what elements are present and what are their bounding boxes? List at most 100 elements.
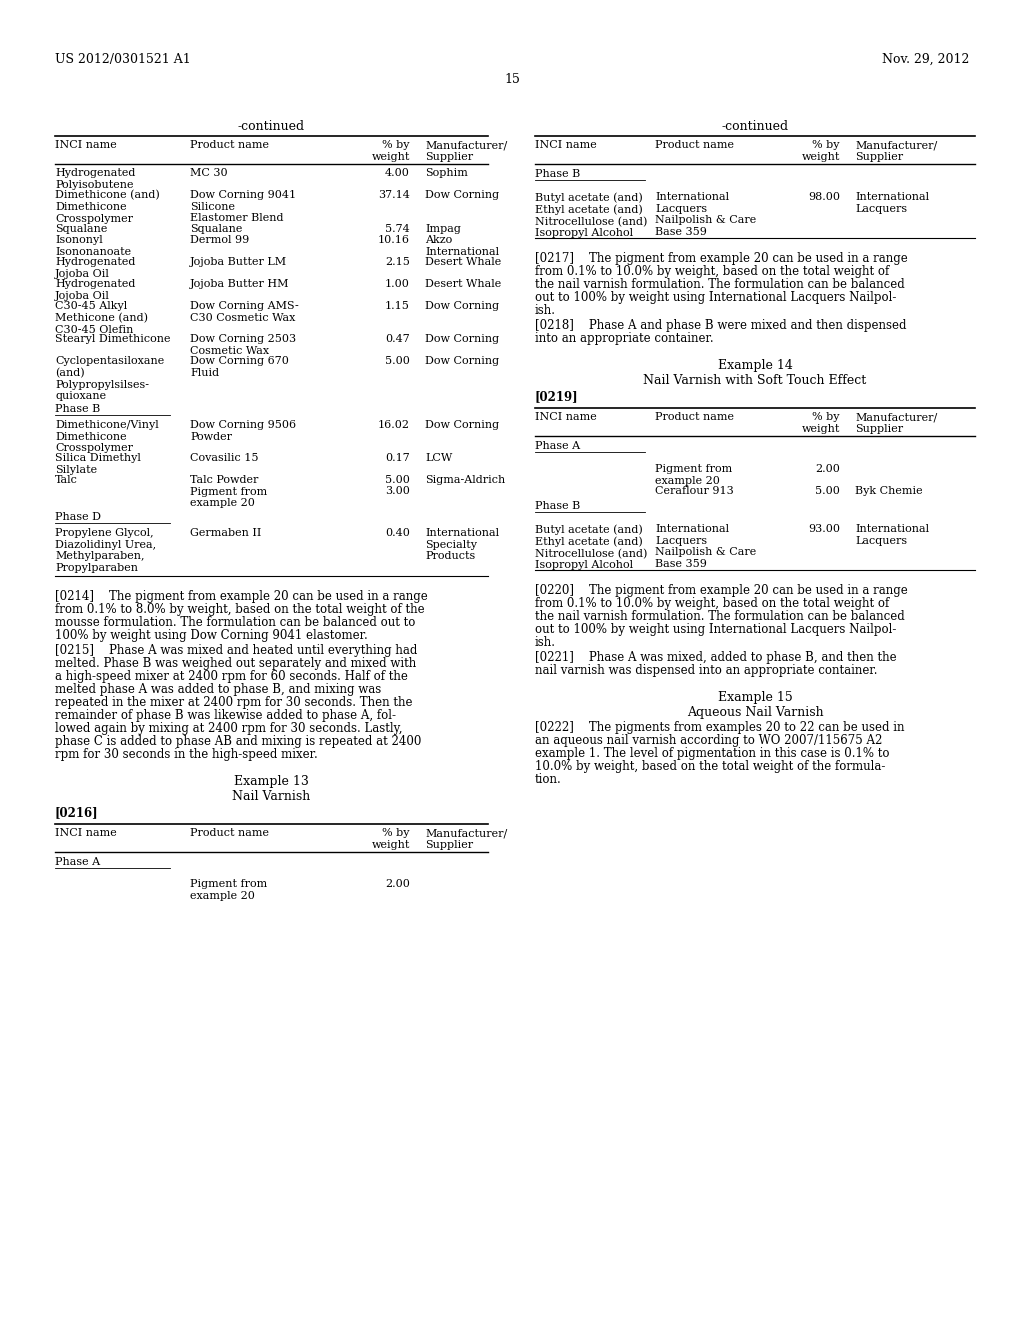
Text: Manufacturer/
Supplier: Manufacturer/ Supplier — [855, 140, 937, 161]
Text: 16.02: 16.02 — [378, 420, 410, 430]
Text: Silica Dimethyl
Silylate: Silica Dimethyl Silylate — [55, 453, 141, 475]
Text: Aqueous Nail Varnish: Aqueous Nail Varnish — [687, 706, 823, 719]
Text: remainder of phase B was likewise added to phase A, fol-: remainder of phase B was likewise added … — [55, 709, 396, 722]
Text: [0216]: [0216] — [55, 807, 98, 818]
Text: 2.00: 2.00 — [815, 465, 840, 474]
Text: % by
weight: % by weight — [372, 828, 410, 850]
Text: Example 14: Example 14 — [718, 359, 793, 372]
Text: Dow Corning: Dow Corning — [425, 420, 499, 430]
Text: 1.15: 1.15 — [385, 301, 410, 312]
Text: Product name: Product name — [655, 412, 734, 422]
Text: tion.: tion. — [535, 774, 562, 785]
Text: INCI name: INCI name — [55, 828, 117, 838]
Text: 5.00: 5.00 — [385, 475, 410, 484]
Text: Nov. 29, 2012: Nov. 29, 2012 — [882, 53, 969, 66]
Text: Byk Chemie: Byk Chemie — [855, 486, 923, 496]
Text: International
Specialty
Products: International Specialty Products — [425, 528, 499, 561]
Text: INCI name: INCI name — [535, 140, 597, 150]
Text: Isononyl
Isononanoate: Isononyl Isononanoate — [55, 235, 131, 256]
Text: Product name: Product name — [190, 140, 269, 150]
Text: Cyclopentasiloxane
(and)
Polypropylsilses-
quioxane: Cyclopentasiloxane (and) Polypropylsilse… — [55, 356, 164, 401]
Text: International
Lacquers
Nailpolish & Care
Base 359: International Lacquers Nailpolish & Care… — [655, 191, 757, 236]
Text: [0220]    The pigment from example 20 can be used in a range: [0220] The pigment from example 20 can b… — [535, 583, 907, 597]
Text: LCW: LCW — [425, 453, 453, 463]
Text: 10.0% by weight, based on the total weight of the formula-: 10.0% by weight, based on the total weig… — [535, 760, 886, 774]
Text: Phase D: Phase D — [55, 512, 101, 521]
Text: 2.15: 2.15 — [385, 257, 410, 267]
Text: the nail varnish formulation. The formulation can be balanced: the nail varnish formulation. The formul… — [535, 279, 905, 290]
Text: Squalane: Squalane — [55, 224, 108, 234]
Text: Sophim: Sophim — [425, 168, 468, 178]
Text: rpm for 30 seconds in the high-speed mixer.: rpm for 30 seconds in the high-speed mix… — [55, 748, 317, 762]
Text: 100% by weight using Dow Corning 9041 elastomer.: 100% by weight using Dow Corning 9041 el… — [55, 630, 368, 642]
Text: International
Lacquers: International Lacquers — [855, 524, 929, 545]
Text: US 2012/0301521 A1: US 2012/0301521 A1 — [55, 53, 190, 66]
Text: [0217]    The pigment from example 20 can be used in a range: [0217] The pigment from example 20 can b… — [535, 252, 907, 265]
Text: melted. Phase B was weighed out separately and mixed with: melted. Phase B was weighed out separate… — [55, 657, 416, 671]
Text: -continued: -continued — [722, 120, 788, 133]
Text: Dimethicone/Vinyl
Dimethicone
Crosspolymer: Dimethicone/Vinyl Dimethicone Crosspolym… — [55, 420, 159, 453]
Text: Dow Corning 670
Fluid: Dow Corning 670 Fluid — [190, 356, 289, 378]
Text: Squalane: Squalane — [190, 224, 243, 234]
Text: Jojoba Butter LM: Jojoba Butter LM — [190, 257, 287, 267]
Text: phase C is added to phase AB and mixing is repeated at 2400: phase C is added to phase AB and mixing … — [55, 735, 421, 748]
Text: Example 13: Example 13 — [233, 775, 308, 788]
Text: 1.00: 1.00 — [385, 279, 410, 289]
Text: 37.14: 37.14 — [378, 190, 410, 201]
Text: Desert Whale: Desert Whale — [425, 279, 502, 289]
Text: Dow Corning: Dow Corning — [425, 301, 499, 312]
Text: Sigma-Aldrich: Sigma-Aldrich — [425, 475, 505, 484]
Text: Phase B: Phase B — [535, 169, 581, 180]
Text: nail varnish was dispensed into an appropriate container.: nail varnish was dispensed into an appro… — [535, 664, 878, 677]
Text: Ceraflour 913: Ceraflour 913 — [655, 486, 734, 496]
Text: Stearyl Dimethicone: Stearyl Dimethicone — [55, 334, 171, 345]
Text: Dermol 99: Dermol 99 — [190, 235, 249, 246]
Text: Hydrogenated
Jojoba Oil: Hydrogenated Jojoba Oil — [55, 279, 135, 301]
Text: 4.00: 4.00 — [385, 168, 410, 178]
Text: 0.17: 0.17 — [385, 453, 410, 463]
Text: Dow Corning 9041
Silicone
Elastomer Blend: Dow Corning 9041 Silicone Elastomer Blen… — [190, 190, 296, 223]
Text: MC 30: MC 30 — [190, 168, 227, 178]
Text: Dimethicone (and)
Dimethicone
Crosspolymer: Dimethicone (and) Dimethicone Crosspolym… — [55, 190, 160, 223]
Text: Jojoba Butter HM: Jojoba Butter HM — [190, 279, 290, 289]
Text: Talc: Talc — [55, 475, 78, 484]
Text: Dow Corning: Dow Corning — [425, 190, 499, 201]
Text: [0219]: [0219] — [535, 389, 579, 403]
Text: Akzo
International: Akzo International — [425, 235, 499, 256]
Text: Dow Corning: Dow Corning — [425, 334, 499, 345]
Text: from 0.1% to 10.0% by weight, based on the total weight of: from 0.1% to 10.0% by weight, based on t… — [535, 597, 889, 610]
Text: International
Lacquers: International Lacquers — [855, 191, 929, 214]
Text: INCI name: INCI name — [535, 412, 597, 422]
Text: Phase A: Phase A — [55, 857, 100, 867]
Text: Dow Corning 9506
Powder: Dow Corning 9506 Powder — [190, 420, 296, 442]
Text: ish.: ish. — [535, 636, 556, 649]
Text: Pigment from
example 20: Pigment from example 20 — [655, 465, 732, 486]
Text: 2.00: 2.00 — [385, 879, 410, 888]
Text: Desert Whale: Desert Whale — [425, 257, 502, 267]
Text: Dow Corning: Dow Corning — [425, 356, 499, 366]
Text: out to 100% by weight using International Lacquers Nailpol-: out to 100% by weight using Internationa… — [535, 623, 896, 636]
Text: 5.00: 5.00 — [385, 356, 410, 366]
Text: 0.40: 0.40 — [385, 528, 410, 539]
Text: [0222]    The pigments from examples 20 to 22 can be used in: [0222] The pigments from examples 20 to … — [535, 721, 904, 734]
Text: [0218]    Phase A and phase B were mixed and then dispensed: [0218] Phase A and phase B were mixed an… — [535, 319, 906, 333]
Text: Propylene Glycol,
Diazolidinyl Urea,
Methylparaben,
Propylparaben: Propylene Glycol, Diazolidinyl Urea, Met… — [55, 528, 156, 573]
Text: 98.00: 98.00 — [808, 191, 840, 202]
Text: [0215]    Phase A was mixed and heated until everything had: [0215] Phase A was mixed and heated unti… — [55, 644, 418, 657]
Text: 15: 15 — [504, 73, 520, 86]
Text: Talc Powder
Pigment from
example 20: Talc Powder Pigment from example 20 — [190, 475, 267, 508]
Text: Butyl acetate (and)
Ethyl acetate (and)
Nitrocellulose (and)
Isopropyl Alcohol: Butyl acetate (and) Ethyl acetate (and) … — [535, 191, 647, 239]
Text: an aqueous nail varnish according to WO 2007/115675 A2: an aqueous nail varnish according to WO … — [535, 734, 883, 747]
Text: into an appropriate container.: into an appropriate container. — [535, 333, 714, 345]
Text: Manufacturer/
Supplier: Manufacturer/ Supplier — [855, 412, 937, 433]
Text: Dow Corning AMS-
C30 Cosmetic Wax: Dow Corning AMS- C30 Cosmetic Wax — [190, 301, 299, 322]
Text: 5.00: 5.00 — [815, 486, 840, 496]
Text: Phase A: Phase A — [535, 441, 581, 451]
Text: Product name: Product name — [190, 828, 269, 838]
Text: Manufacturer/
Supplier: Manufacturer/ Supplier — [425, 140, 507, 161]
Text: Nail Varnish with Soft Touch Effect: Nail Varnish with Soft Touch Effect — [643, 374, 866, 387]
Text: 3.00: 3.00 — [385, 486, 410, 496]
Text: Dow Corning 2503
Cosmetic Wax: Dow Corning 2503 Cosmetic Wax — [190, 334, 296, 355]
Text: -continued: -continued — [238, 120, 304, 133]
Text: 0.47: 0.47 — [385, 334, 410, 345]
